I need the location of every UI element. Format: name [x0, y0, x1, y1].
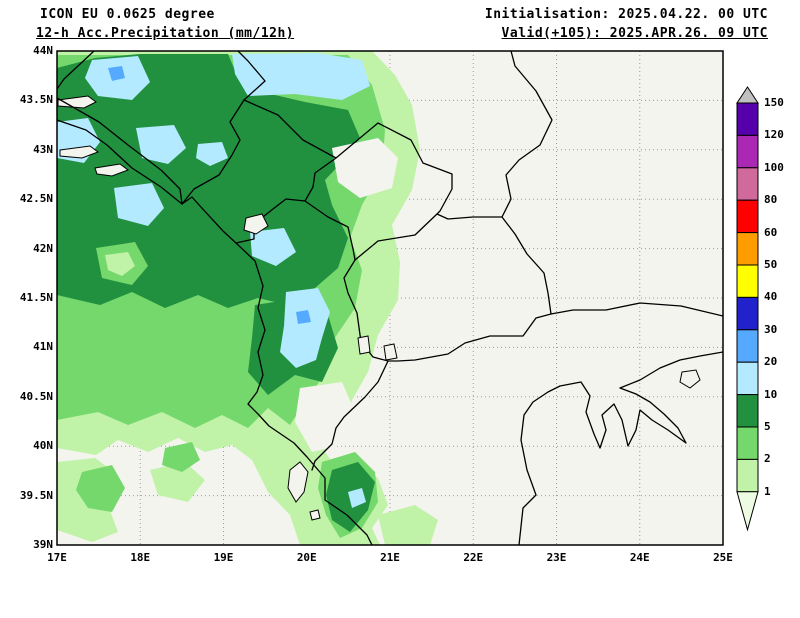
lat-tick-label: 40.5N — [19, 389, 53, 403]
coastline — [518, 351, 723, 545]
lat-tick-label: 39N — [33, 538, 53, 551]
country-border — [550, 302, 723, 317]
colorbar-level-label: 5 — [764, 420, 771, 433]
colorbar-under-triangle — [736, 491, 759, 532]
colorbar-block — [736, 458, 759, 493]
island — [287, 461, 309, 503]
precip-area-cyan — [136, 125, 186, 164]
lon-tick-label: 25E — [713, 551, 733, 564]
lat-tick-label: 42.5N — [19, 192, 53, 206]
precip-area-medium — [162, 442, 200, 472]
lat-tick-label: 44N — [33, 44, 53, 57]
precip-area-cyan — [232, 53, 370, 100]
precip-area-cyan — [280, 288, 330, 368]
colorbar-block — [736, 102, 759, 136]
lake — [357, 335, 371, 355]
colorbar-level-label: 1 — [764, 484, 771, 498]
lon-tick-label: 21E — [380, 551, 400, 564]
colorbar-level-label: 150 — [764, 96, 784, 109]
colorbar-level-label: 60 — [764, 225, 778, 239]
valid-time: Valid(+105): 2025.APR.26. 09 UTC — [501, 26, 768, 41]
lat-tick-label: 41N — [33, 340, 53, 354]
colorbar-block — [736, 167, 759, 201]
lon-tick-label: 19E — [213, 551, 234, 564]
island — [59, 145, 100, 159]
precip-area-medium — [76, 465, 125, 512]
country-border — [304, 122, 453, 261]
country-border — [237, 51, 266, 101]
colorbar-level-label: 10 — [764, 387, 778, 401]
lat-tick-label: 43N — [33, 142, 53, 156]
product-title: 12-h Acc.Precipitation (mm/12h) — [36, 26, 295, 41]
lake — [243, 213, 269, 235]
colorbar-block — [736, 232, 759, 266]
colorbar-block — [736, 394, 759, 428]
lake — [383, 343, 398, 361]
lon-tick-label: 20E — [296, 551, 317, 564]
colorbar-graphic — [736, 86, 759, 532]
colorbar-level-label: 120 — [764, 128, 784, 142]
lon-tick-label: 22E — [463, 551, 484, 564]
precip-hole-light — [105, 252, 135, 276]
country-border — [501, 51, 553, 218]
plot-frame — [56, 50, 724, 546]
colorbar-level-label: 80 — [764, 193, 778, 207]
lon-tick-label: 24E — [629, 551, 650, 564]
colorbar-level-label: 40 — [764, 290, 778, 304]
country-border — [57, 51, 95, 90]
colorbar-level-label: 30 — [764, 322, 778, 336]
colorbar-block — [736, 329, 759, 363]
lat-tick-label: 40N — [33, 439, 53, 453]
precip-area-blue — [296, 310, 311, 324]
colorbar-block — [736, 134, 759, 169]
init-time: Initialisation: 2025.04.22. 00 UTC — [484, 7, 768, 22]
colorbar-level-label: 2 — [764, 452, 771, 466]
island — [679, 369, 701, 389]
colorbar-block — [736, 426, 759, 460]
precip-area-light — [378, 505, 438, 545]
lon-tick-label: 18E — [130, 551, 151, 564]
model-title: ICON EU 0.0625 degree — [40, 7, 215, 22]
island — [57, 95, 97, 109]
colorbar-over-triangle — [736, 86, 759, 104]
coastline — [57, 119, 373, 545]
country-border — [57, 97, 183, 205]
lat-tick-label: 41.5N — [19, 291, 53, 304]
precip-area-cyan — [114, 183, 164, 226]
lat-tick-label: 39.5N — [19, 488, 53, 502]
country-border — [311, 360, 389, 471]
colorbar-level-label: 100 — [764, 160, 784, 174]
lat-tick-label: 43.5N — [19, 93, 53, 107]
colorbar-block — [736, 264, 759, 298]
country-border — [181, 99, 245, 205]
country-borders — [57, 51, 723, 545]
lat-tick-label: 42N — [33, 241, 53, 255]
precip-area-blue — [108, 66, 125, 81]
precip-area-light — [150, 462, 205, 502]
dry-gap — [295, 382, 355, 452]
colorbar-level-label: 50 — [764, 258, 778, 271]
colorbar-block — [736, 296, 759, 331]
island — [309, 509, 321, 521]
precip-area-cyan — [196, 142, 228, 166]
colorbar-block — [736, 361, 759, 396]
dry-gap — [332, 138, 398, 198]
country-border — [243, 99, 337, 159]
colorbar-block — [736, 199, 759, 234]
lon-tick-label: 17E — [47, 551, 67, 564]
precipitation-layer — [57, 51, 438, 545]
lon-tick-label: 23E — [546, 551, 567, 564]
colorbar-level-label: 20 — [764, 355, 778, 369]
country-border — [343, 213, 552, 362]
island — [94, 163, 130, 177]
precip-area-cyan — [250, 228, 296, 266]
precip-area-cyan — [348, 488, 366, 508]
